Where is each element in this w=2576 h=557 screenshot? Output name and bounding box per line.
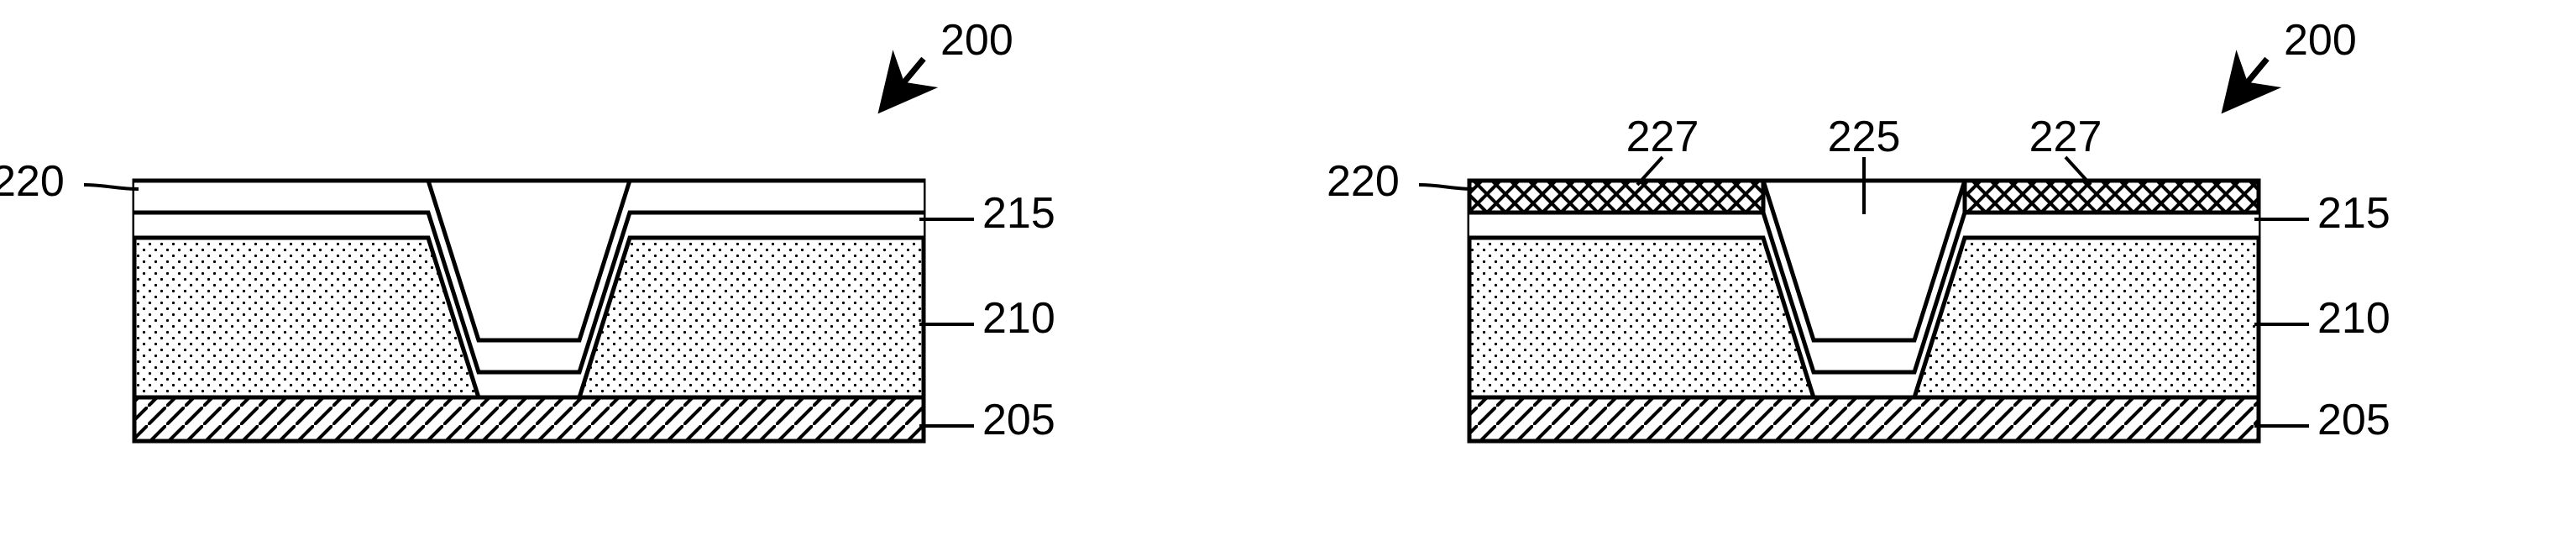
- label-227b: 227: [2029, 113, 2102, 161]
- label-227a: 227: [1626, 113, 1699, 161]
- leader-220-right: [1419, 185, 1474, 189]
- label-210-left: 210: [982, 294, 1055, 343]
- layer-210-right: [579, 238, 924, 397]
- label-200-right: 200: [2284, 16, 2357, 65]
- layer-205: [1469, 397, 2259, 441]
- mask-227-left: [1469, 181, 1763, 213]
- label-205-left: 205: [982, 396, 1055, 444]
- label-210-right: 210: [2317, 294, 2390, 343]
- leader-220-left: [84, 185, 139, 189]
- layer-210-left: [134, 238, 479, 397]
- layer-210-right: [1914, 238, 2259, 397]
- right-figure: [1469, 181, 2259, 441]
- layer-205: [134, 397, 924, 441]
- mask-227-right: [1965, 181, 2259, 213]
- label-220-right: 220: [1327, 157, 1400, 206]
- label-215-right: 215: [2317, 189, 2390, 238]
- label-205-right: 205: [2317, 396, 2390, 444]
- label-225: 225: [1828, 113, 1901, 161]
- arrow-200-left: [882, 59, 924, 109]
- label-215-left: 215: [982, 189, 1055, 238]
- label-200-left: 200: [940, 16, 1013, 65]
- left-figure: [134, 181, 924, 441]
- arrow-200-right: [2225, 59, 2267, 109]
- label-220-left: 220: [0, 157, 65, 206]
- layer-210-left: [1469, 238, 1814, 397]
